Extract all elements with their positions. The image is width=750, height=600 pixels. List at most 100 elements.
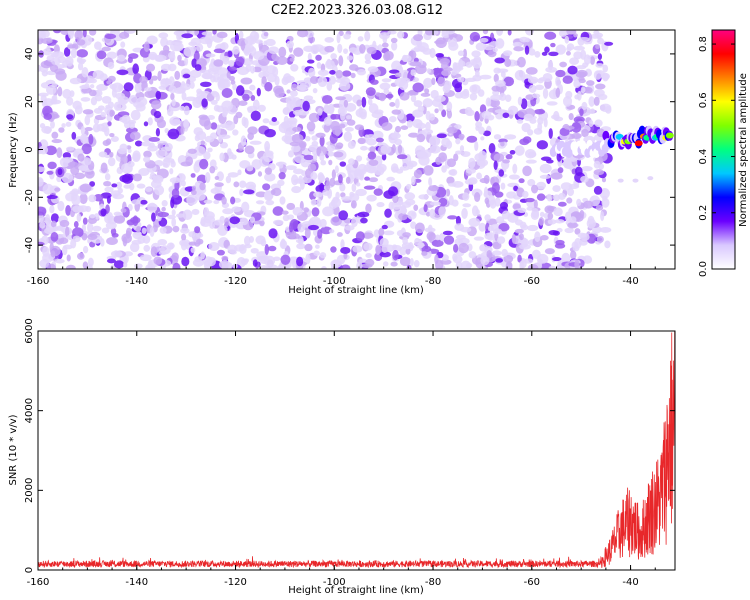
heatmap-cell (194, 145, 206, 156)
heatmap-cell (190, 247, 196, 254)
heatmap-cell (490, 94, 503, 101)
heatmap-cell (287, 150, 295, 158)
heatmap-cell (575, 65, 587, 70)
heatmap-cell (305, 253, 311, 265)
heatmap-cell (288, 222, 294, 233)
heatmap-cell (369, 146, 376, 154)
heatmap-cell (601, 177, 607, 183)
heatmap-cell (323, 116, 332, 126)
heatmap-cell (272, 219, 284, 225)
heatmap-x-tick-label: -100 (323, 276, 346, 287)
snr-plot-area (38, 331, 675, 570)
heatmap-cell (133, 101, 145, 108)
heatmap-cell (219, 42, 229, 50)
heatmap-cell (554, 219, 565, 224)
heatmap-cell (390, 132, 401, 139)
heatmap-cell (194, 64, 202, 71)
heatmap-cell (522, 190, 529, 199)
heatmap-cell (249, 65, 256, 74)
heatmap-cell (330, 113, 337, 120)
heatmap-cell (119, 174, 131, 183)
heatmap-cell (509, 149, 516, 155)
heatmap-cell (447, 215, 458, 220)
heatmap-cell (58, 127, 65, 133)
heatmap-cell (343, 131, 353, 142)
heatmap-cell (416, 133, 426, 143)
heatmap-cell (292, 206, 303, 216)
heatmap-cell (469, 31, 481, 42)
heatmap-x-tick-label: -140 (125, 276, 148, 287)
heatmap-cell (386, 176, 395, 182)
heatmap-cell (318, 174, 326, 183)
heatmap-cell (580, 86, 586, 94)
heatmap-cell (113, 193, 118, 199)
heatmap-cell (210, 132, 218, 139)
heatmap-cell (321, 266, 327, 269)
heatmap-cell (428, 177, 433, 187)
heatmap-cell (232, 129, 239, 136)
heatmap-x-tick-label: -160 (27, 276, 50, 287)
heatmap-cell (80, 133, 88, 144)
heatmap-cell (542, 72, 553, 83)
heatmap-cell (331, 125, 343, 136)
heatmap-x-tick-label: -60 (524, 276, 540, 287)
heatmap-cell (448, 182, 457, 187)
heatmap-cell (44, 145, 57, 156)
heatmap-cell (344, 127, 354, 132)
heatmap-cell (81, 66, 89, 78)
heatmap-cell (340, 247, 351, 254)
heatmap-cell (204, 172, 211, 184)
heatmap-cell (465, 77, 477, 83)
heatmap-cell (574, 237, 582, 249)
heatmap-cell (336, 33, 341, 44)
snr-y-label: SNR (10 * v/v) (8, 414, 19, 485)
heatmap-cell (38, 92, 49, 97)
heatmap-y-label: Frequency (Hz) (8, 112, 19, 188)
heatmap-cell (365, 87, 376, 96)
heatmap-cell (595, 44, 601, 50)
heatmap-cell (441, 165, 447, 173)
heatmap-cell (418, 194, 430, 200)
heatmap-cell (141, 227, 147, 234)
heatmap-cell (222, 55, 230, 65)
heatmap-cell (455, 215, 461, 226)
heatmap-cell (210, 99, 218, 105)
heatmap-cell (61, 172, 74, 184)
heatmap-cell (194, 256, 203, 263)
heatmap-cell (203, 211, 215, 221)
heatmap-cell (107, 61, 115, 70)
heatmap-cell (379, 237, 389, 248)
heatmap-cell (559, 127, 570, 137)
snr-x-tick-label: -120 (224, 577, 247, 588)
heatmap-cell (283, 251, 289, 256)
heatmap-cell (399, 256, 411, 267)
heatmap-cell (389, 102, 396, 107)
heatmap-cell (524, 45, 530, 55)
heatmap-cell (422, 47, 432, 55)
heatmap-cell (410, 69, 417, 76)
heatmap-cell (183, 120, 190, 130)
heatmap-cell (468, 157, 476, 169)
heatmap-cell (534, 50, 541, 58)
heatmap-cell (229, 75, 235, 82)
heatmap-cell (329, 75, 337, 85)
heatmap-cell (177, 54, 182, 62)
heatmap-cell (50, 213, 59, 223)
heatmap-cell (203, 151, 211, 160)
heatmap-cell (596, 34, 602, 40)
heatmap-cell (387, 30, 397, 35)
heatmap-cell (38, 213, 44, 223)
colorbar-tick-label: 0.2 (698, 205, 709, 221)
heatmap-cell (111, 183, 118, 188)
heatmap-cell (46, 195, 58, 200)
heatmap-cell (256, 87, 261, 97)
snr-panel: -160 -140 -120 -100 -80 -60 -40 0200040006000 … (8, 318, 676, 596)
heatmap-cell (495, 80, 506, 87)
heatmap-cell (494, 109, 507, 114)
heatmap-cell (391, 41, 398, 51)
heatmap-cell (475, 209, 480, 216)
heatmap-cell (312, 88, 318, 94)
heatmap-cell (426, 231, 436, 241)
heatmap-cell (406, 120, 413, 128)
heatmap-cell (402, 232, 411, 238)
